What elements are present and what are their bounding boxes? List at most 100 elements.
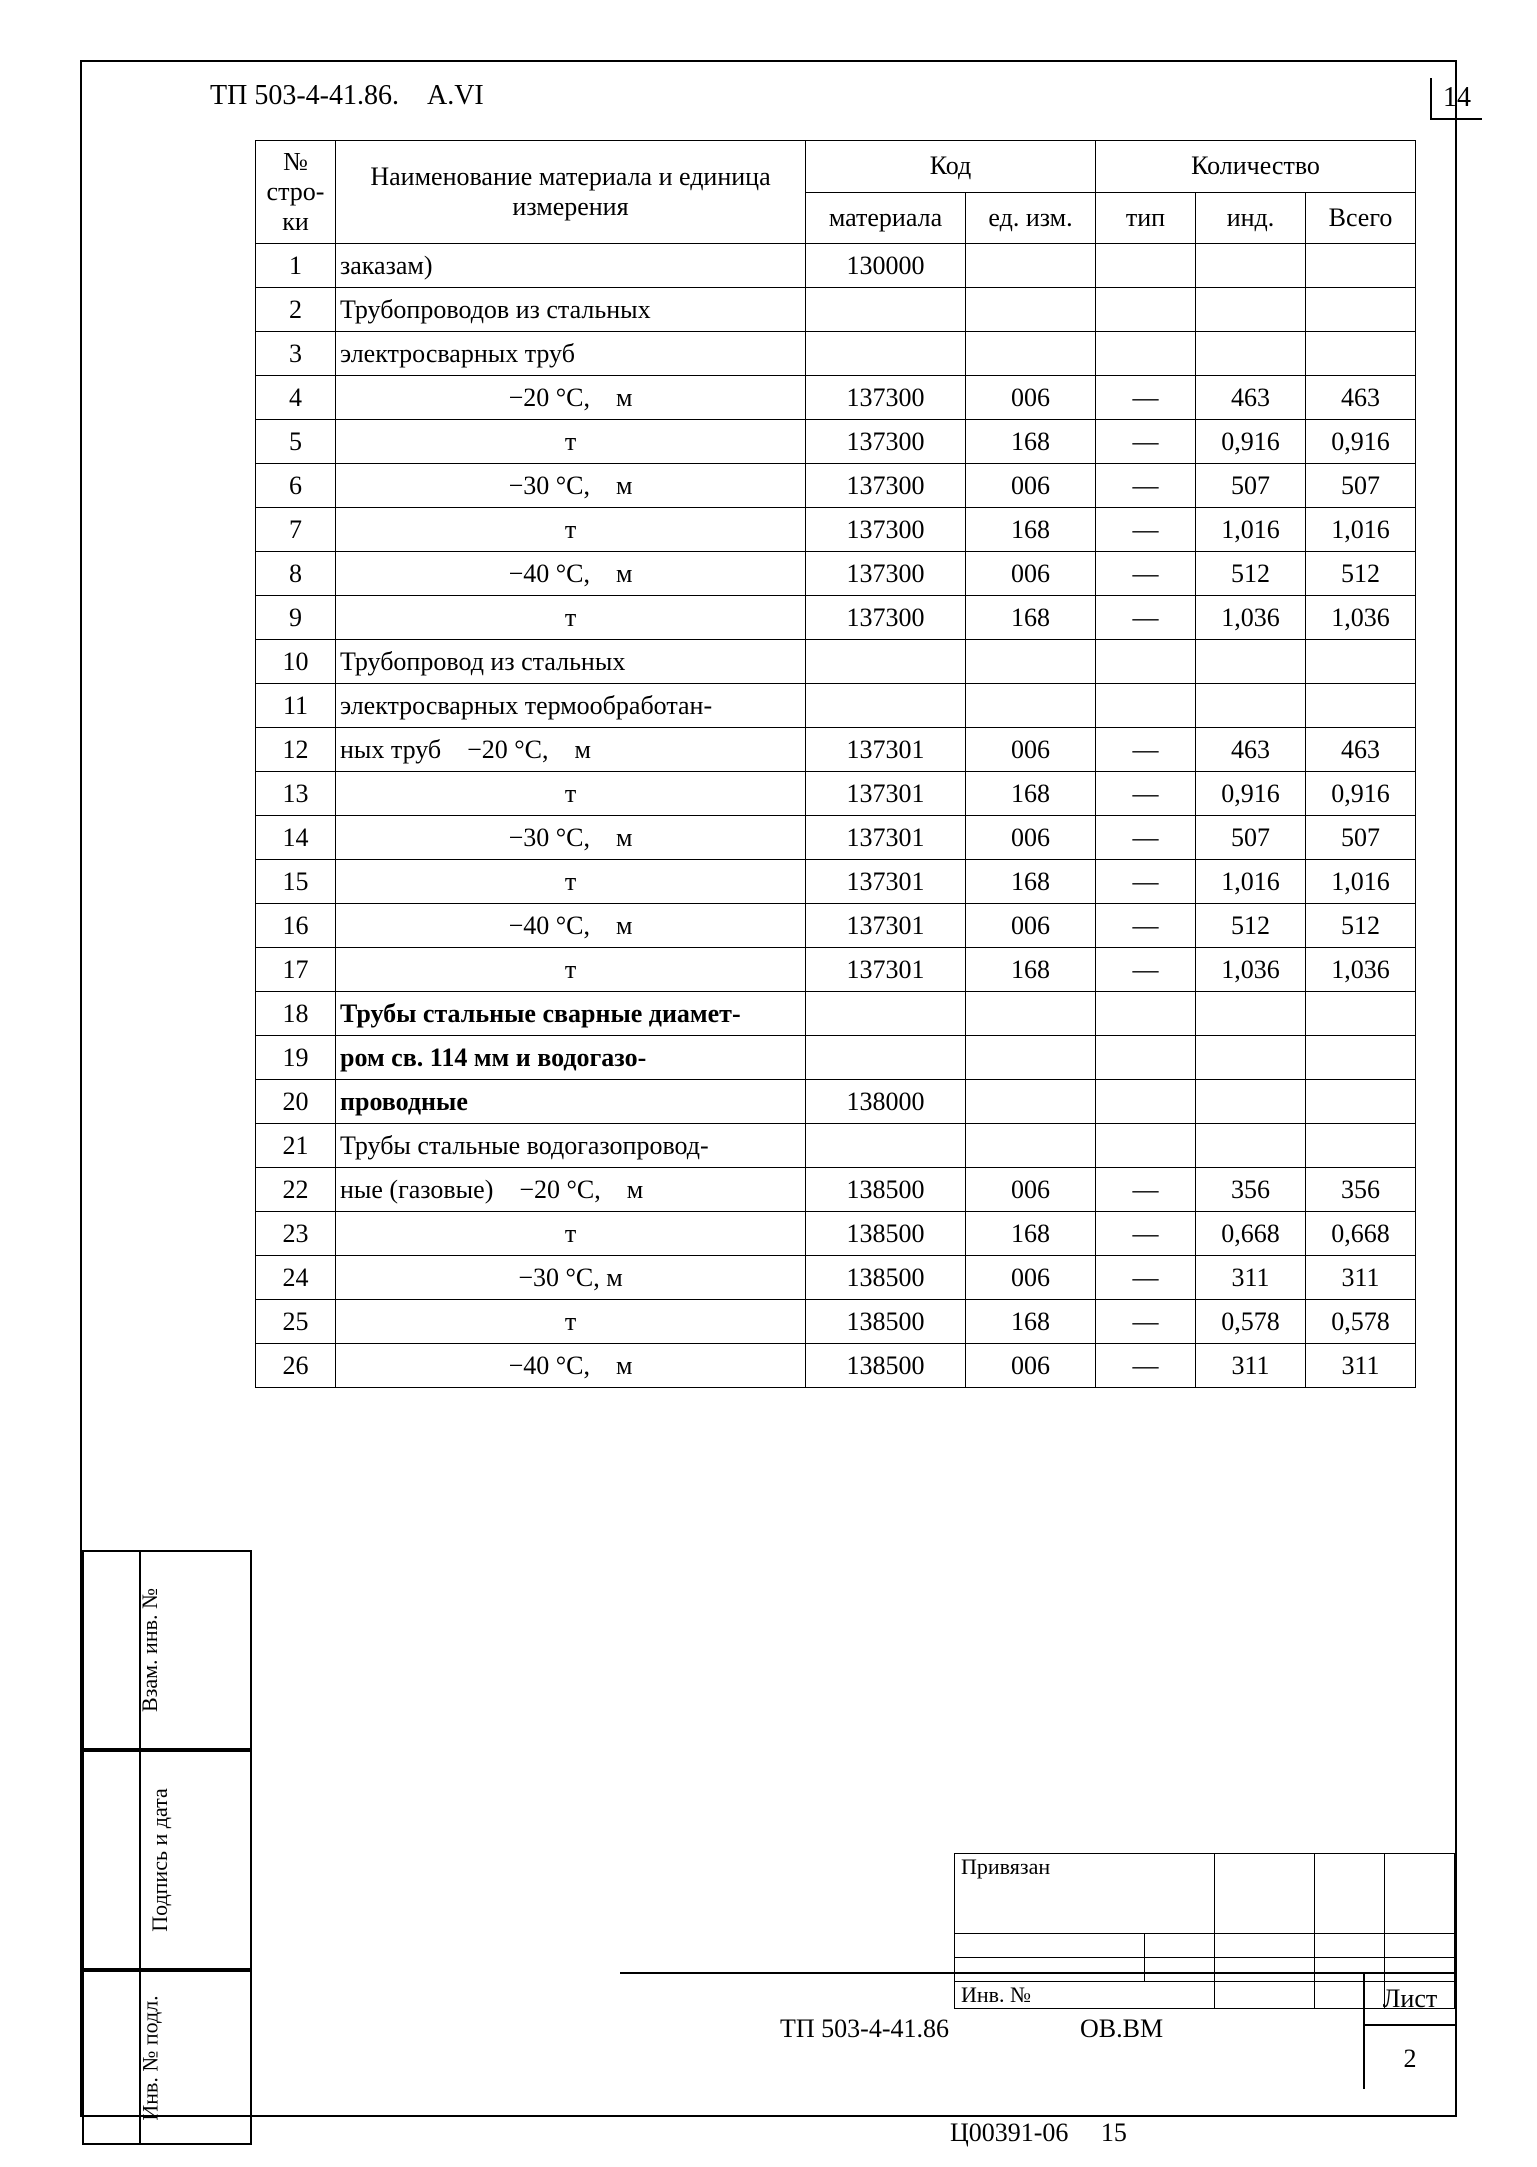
cell-name: заказам) — [336, 244, 806, 288]
cell-material-code: 137300 — [806, 464, 966, 508]
cell-qty-ind — [1196, 992, 1306, 1036]
cell-name: проводные — [336, 1080, 806, 1124]
table-row: 14−30 °С, м137301006—507507 — [256, 816, 1416, 860]
th-qty: Количество — [1096, 141, 1416, 193]
cell-row-no: 3 — [256, 332, 336, 376]
cell-material-code: 138500 — [806, 1256, 966, 1300]
cell-material-code: 137300 — [806, 420, 966, 464]
cell-qty-ind: 512 — [1196, 552, 1306, 596]
cell-qty-total: 0,578 — [1306, 1300, 1416, 1344]
cell-qty-ind — [1196, 1080, 1306, 1124]
cell-qty-type: — — [1096, 464, 1196, 508]
cell-qty-ind — [1196, 244, 1306, 288]
table-head: № стро-ки Наименование материала и едини… — [256, 141, 1416, 244]
cell-unit-code — [966, 288, 1096, 332]
table-row: 12ных труб −20 °С, м137301006—463463 — [256, 728, 1416, 772]
cell-material-code: 138000 — [806, 1080, 966, 1124]
cell-row-no: 12 — [256, 728, 336, 772]
cell-name: т — [336, 1300, 806, 1344]
cell-row-no: 13 — [256, 772, 336, 816]
cell-row-no: 14 — [256, 816, 336, 860]
title-doc-number: ТП 503-4-41.86 — [780, 2014, 949, 2044]
cell-qty-type: — — [1096, 552, 1196, 596]
cell-qty-ind: 0,916 — [1196, 772, 1306, 816]
stamp-sign-date: Подпись и дата — [82, 1750, 252, 1970]
ss-cell — [1385, 1934, 1455, 1958]
cell-row-no: 26 — [256, 1344, 336, 1388]
cell-qty-total: 0,668 — [1306, 1212, 1416, 1256]
cell-row-no: 18 — [256, 992, 336, 1036]
cell-qty-type — [1096, 244, 1196, 288]
cell-qty-ind: 1,036 — [1196, 596, 1306, 640]
cell-qty-type: — — [1096, 376, 1196, 420]
cell-row-no: 2 — [256, 288, 336, 332]
cell-row-no: 22 — [256, 1168, 336, 1212]
table-row: 11электросварных термообработан- — [256, 684, 1416, 728]
th-name: Наименование материала и единица измерен… — [336, 141, 806, 244]
cell-row-no: 24 — [256, 1256, 336, 1300]
table-row: 13т137301168—0,9160,916 — [256, 772, 1416, 816]
cell-unit-code — [966, 640, 1096, 684]
table-row: 25т138500168—0,5780,578 — [256, 1300, 1416, 1344]
cell-qty-total: 0,916 — [1306, 420, 1416, 464]
table-row: 24−30 °С, м138500006—311311 — [256, 1256, 1416, 1300]
cell-name: −30 °С, м — [336, 464, 806, 508]
title-suffix: ОВ.ВМ — [1080, 2014, 1163, 2044]
cell-qty-ind: 463 — [1196, 728, 1306, 772]
cell-name: т — [336, 860, 806, 904]
cell-row-no: 1 — [256, 244, 336, 288]
cell-qty-total — [1306, 244, 1416, 288]
cell-material-code: 137300 — [806, 596, 966, 640]
cell-qty-total — [1306, 1080, 1416, 1124]
cell-qty-total: 512 — [1306, 552, 1416, 596]
cell-row-no: 7 — [256, 508, 336, 552]
stamp-inv-podl: Инв. № подл. — [82, 1970, 252, 2145]
cell-material-code: 137300 — [806, 508, 966, 552]
ss-cell — [1215, 1934, 1315, 1958]
cell-qty-ind — [1196, 288, 1306, 332]
cell-material-code: 138500 — [806, 1344, 966, 1388]
cell-qty-ind: 507 — [1196, 464, 1306, 508]
cell-name: Трубы стальные сварные диамет- — [336, 992, 806, 1036]
table-row: 18Трубы стальные сварные диамет- — [256, 992, 1416, 1036]
cell-qty-type — [1096, 332, 1196, 376]
cell-qty-ind: 311 — [1196, 1344, 1306, 1388]
table-row: 15т137301168—1,0161,016 — [256, 860, 1416, 904]
cell-material-code: 137301 — [806, 948, 966, 992]
cell-row-no: 6 — [256, 464, 336, 508]
cell-qty-total — [1306, 332, 1416, 376]
cell-material-code — [806, 992, 966, 1036]
cell-name: т — [336, 1212, 806, 1256]
cell-row-no: 23 — [256, 1212, 336, 1256]
cell-name: т — [336, 508, 806, 552]
cell-qty-total: 1,036 — [1306, 948, 1416, 992]
table-row: 20проводные138000 — [256, 1080, 1416, 1124]
cell-unit-code: 168 — [966, 508, 1096, 552]
cell-qty-total — [1306, 684, 1416, 728]
cell-unit-code: 168 — [966, 596, 1096, 640]
cell-qty-ind: 512 — [1196, 904, 1306, 948]
cell-row-no: 16 — [256, 904, 336, 948]
cell-qty-type: — — [1096, 1344, 1196, 1388]
table-row: 21Трубы стальные водогазопровод- — [256, 1124, 1416, 1168]
cell-qty-ind: 311 — [1196, 1256, 1306, 1300]
ss-cell — [955, 1934, 1145, 1958]
cell-name: −20 °С, м — [336, 376, 806, 420]
cell-qty-total — [1306, 992, 1416, 1036]
cell-material-code: 137301 — [806, 728, 966, 772]
cell-row-no: 8 — [256, 552, 336, 596]
cell-material-code: 138500 — [806, 1168, 966, 1212]
cell-material-code: 137301 — [806, 904, 966, 948]
ss-privyazan: Привязан — [955, 1854, 1215, 1934]
ss-cell — [1315, 1854, 1385, 1934]
cell-unit-code: 006 — [966, 1256, 1096, 1300]
cell-qty-total: 311 — [1306, 1344, 1416, 1388]
cell-unit-code: 168 — [966, 772, 1096, 816]
cell-qty-ind — [1196, 1036, 1306, 1080]
cell-material-code — [806, 640, 966, 684]
cell-unit-code — [966, 1036, 1096, 1080]
cell-material-code: 137300 — [806, 376, 966, 420]
cell-name: т — [336, 420, 806, 464]
table-row: 2Трубопроводов из стальных — [256, 288, 1416, 332]
cell-name: т — [336, 772, 806, 816]
